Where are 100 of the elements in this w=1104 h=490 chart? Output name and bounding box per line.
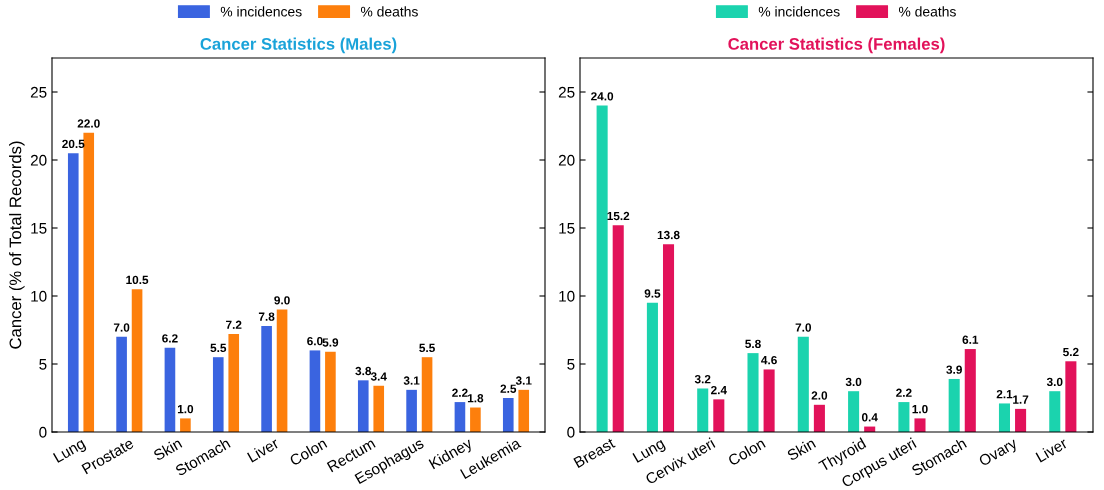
data-label: 0.4 xyxy=(861,413,878,422)
data-label: 2.5 xyxy=(500,384,517,393)
y-tick-label: 0 xyxy=(567,426,575,438)
data-label: 3.0 xyxy=(1046,377,1063,387)
bar xyxy=(1049,391,1061,432)
legend-label: % deaths xyxy=(360,6,418,17)
bar xyxy=(697,388,709,432)
y-tick-label: 25 xyxy=(558,86,575,98)
data-label: 24.0 xyxy=(591,92,614,101)
data-label: 3.8 xyxy=(355,366,372,376)
bar xyxy=(131,289,143,432)
y-tick-label: 25 xyxy=(30,86,47,98)
data-label: 7.2 xyxy=(226,320,242,329)
x-tick-label: Colon xyxy=(727,437,766,467)
x-tick-label: Colon xyxy=(288,437,328,467)
bar xyxy=(713,399,725,432)
legend-label: % incidences xyxy=(758,6,840,17)
bar xyxy=(212,357,224,432)
data-label: 6.0 xyxy=(307,336,323,346)
bar xyxy=(747,353,759,432)
bar xyxy=(373,385,385,432)
y-tick-label: 20 xyxy=(30,154,47,166)
y-axis-title: Cancer (% of Total Records) xyxy=(9,141,25,349)
bar xyxy=(276,309,288,432)
data-label: 9.0 xyxy=(274,296,290,305)
data-label: 2.4 xyxy=(711,385,727,395)
bar xyxy=(357,380,369,432)
data-label: 5.2 xyxy=(1063,347,1079,357)
bar xyxy=(1065,361,1077,432)
y-tick-label: 15 xyxy=(31,223,47,234)
data-label: 3.9 xyxy=(946,365,962,374)
bar xyxy=(83,132,95,432)
data-label: 1.8 xyxy=(467,394,484,403)
bar xyxy=(518,389,530,432)
bar xyxy=(502,398,514,432)
bar xyxy=(180,418,191,432)
data-label: 3.4 xyxy=(370,372,387,381)
data-label: 5.5 xyxy=(210,343,227,353)
data-label: 4.6 xyxy=(761,355,777,365)
data-label: 7.0 xyxy=(795,323,812,332)
data-label: 6.2 xyxy=(162,334,178,343)
data-label: 1.0 xyxy=(177,404,194,414)
data-label: 7.8 xyxy=(258,312,275,321)
legend-label: % deaths xyxy=(898,6,956,17)
bar xyxy=(470,407,481,432)
bar xyxy=(898,402,910,432)
data-label: 5.5 xyxy=(419,343,435,353)
data-label: 22.0 xyxy=(77,119,100,128)
bar xyxy=(914,418,926,432)
bar xyxy=(406,389,417,432)
x-tick-label: Liver xyxy=(246,436,280,463)
y-tick-label: 0 xyxy=(39,426,47,438)
x-tick-label: Skin xyxy=(786,437,817,462)
data-label: 1.0 xyxy=(912,404,928,414)
y-tick-label: 20 xyxy=(558,154,575,166)
bar xyxy=(848,391,860,432)
y-tick-label: 10 xyxy=(31,290,47,302)
data-label: 2.2 xyxy=(896,388,912,397)
x-tick-label: Liver xyxy=(1035,436,1069,463)
y-tick-label: 15 xyxy=(559,223,575,234)
bar xyxy=(797,336,809,432)
y-tick-label: 5 xyxy=(567,359,575,370)
bar xyxy=(325,351,336,432)
data-label: 5.9 xyxy=(322,338,339,347)
data-label: 5.8 xyxy=(745,339,761,349)
data-label: 2.0 xyxy=(811,391,828,400)
data-label: 3.1 xyxy=(403,376,420,385)
data-label: 3.1 xyxy=(515,376,532,385)
bar xyxy=(67,153,79,432)
bar xyxy=(309,350,321,432)
bar xyxy=(646,302,658,432)
chart-title: Cancer Statistics (Males) xyxy=(200,37,397,54)
data-label: 9.5 xyxy=(644,289,661,298)
data-label: 2.2 xyxy=(452,388,468,397)
bar xyxy=(763,369,775,432)
data-label: 2.1 xyxy=(996,389,1013,399)
data-label: 7.0 xyxy=(113,323,130,332)
bar xyxy=(261,325,272,432)
bar xyxy=(164,347,176,432)
data-label: 1.7 xyxy=(1013,395,1029,404)
data-label: 3.2 xyxy=(694,375,711,384)
bar xyxy=(454,402,466,432)
bar xyxy=(813,404,825,432)
y-tick-label: 5 xyxy=(39,359,47,370)
bar xyxy=(421,357,433,432)
data-label: 6.1 xyxy=(962,335,979,344)
legend-label: % incidences xyxy=(220,6,302,17)
bar xyxy=(228,334,240,432)
bar xyxy=(612,225,624,432)
bar xyxy=(116,336,127,432)
bar xyxy=(998,403,1011,432)
bar xyxy=(596,105,608,432)
data-label: 13.8 xyxy=(657,230,680,240)
bar xyxy=(662,244,675,432)
data-label: 10.5 xyxy=(126,275,149,285)
y-tick-label: 10 xyxy=(559,290,575,302)
data-label: 3.0 xyxy=(845,377,862,387)
bar xyxy=(964,349,976,432)
chart-title: Cancer Statistics (Females) xyxy=(728,37,945,54)
bar xyxy=(948,378,960,432)
